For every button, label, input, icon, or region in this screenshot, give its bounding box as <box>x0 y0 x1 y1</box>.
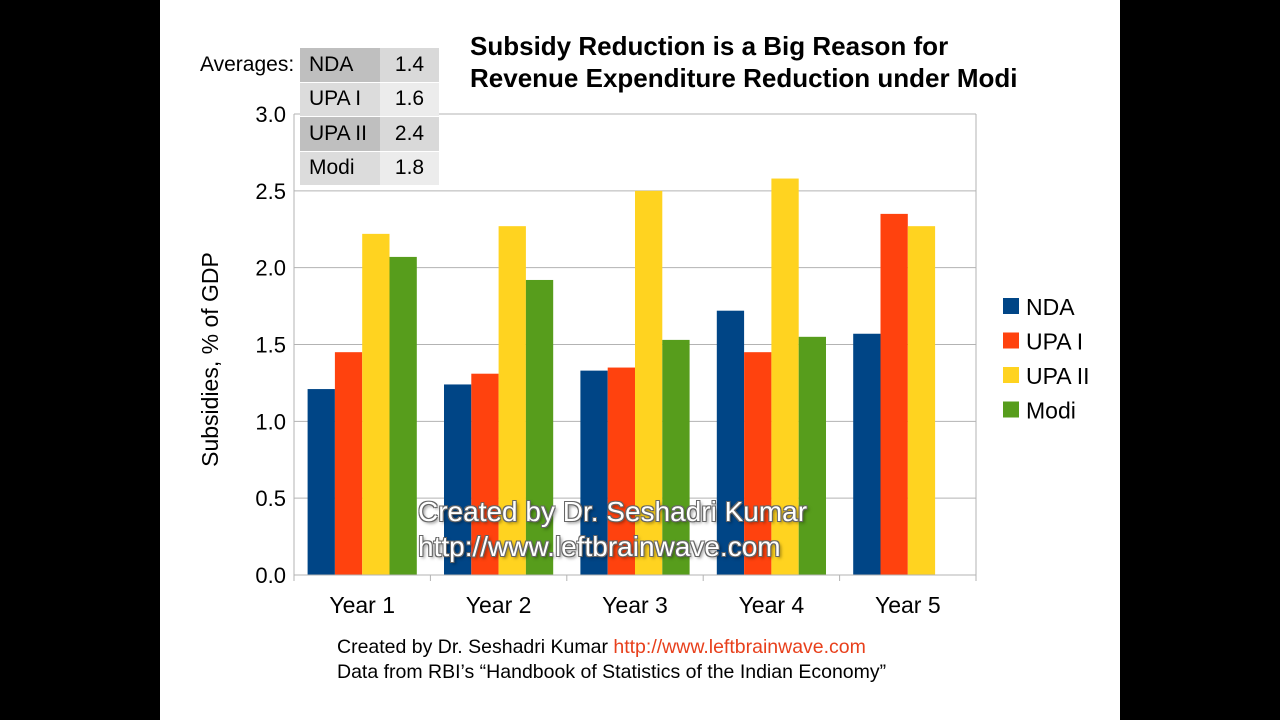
bar-modi <box>798 336 826 575</box>
watermark-line2: http://www.leftbrainwave.com <box>418 531 781 562</box>
x-tick-label: Year 5 <box>875 592 941 618</box>
bar-nda <box>580 370 608 575</box>
legend-label: NDA <box>1026 294 1075 320</box>
bar-modi <box>525 279 554 575</box>
y-tick-label: 1.0 <box>255 409 286 434</box>
y-tick-label: 2.5 <box>255 179 286 204</box>
bar-upa-ii <box>907 226 936 575</box>
averages-row: UPA I 1.6 <box>300 82 439 117</box>
bar-nda <box>444 384 472 575</box>
footer-credit-text: Created by Dr. Seshadri Kumar <box>337 636 614 658</box>
y-tick-label: 0.5 <box>255 486 286 511</box>
footer: Created by Dr. Seshadri Kumar http://www… <box>337 635 886 685</box>
averages-value: 1.4 <box>380 48 439 83</box>
footer-credit: Created by Dr. Seshadri Kumar http://www… <box>337 635 886 660</box>
legend-label: UPA II <box>1026 363 1090 389</box>
averages-name: UPA II <box>300 116 380 152</box>
y-axis-label: Subsidies, % of GDP <box>197 252 223 467</box>
bar-nda <box>307 389 335 575</box>
bar-modi <box>389 256 417 575</box>
averages-name: NDA <box>300 48 380 83</box>
bar-upa-ii <box>498 226 526 575</box>
chart-title-line1: Subsidy Reduction is a Big Reason for <box>470 31 949 61</box>
slide: 0.0 0.5 1.0 1.5 2.0 2.5 3.0 Year 1 Year 2 Year 3 Y… <box>160 0 1120 720</box>
footer-url-link[interactable]: http://www.leftbrainwave.com <box>613 636 866 658</box>
legend-swatch-nda <box>1003 298 1019 314</box>
x-tick-label: Year 3 <box>602 592 668 618</box>
x-tick-label: Year 4 <box>739 592 805 618</box>
bar-upa-ii <box>635 190 663 576</box>
bar-upa-ii <box>362 233 390 576</box>
bar-nda <box>716 310 745 575</box>
x-tick-label: Year 1 <box>329 592 395 618</box>
x-tick-label: Year 2 <box>466 592 532 618</box>
bar-upa-ii <box>771 178 799 576</box>
legend-label: UPA I <box>1026 329 1083 355</box>
averages-name: Modi <box>300 151 380 186</box>
chart-title: Subsidy Reduction is a Big Reason for Re… <box>470 30 1110 94</box>
bar-chart: 0.0 0.5 1.0 1.5 2.0 2.5 3.0 Year 1 Year 2 Year 3 Y… <box>197 102 1090 618</box>
averages-label: Averages: <box>200 53 295 76</box>
footer-source: Data from RBI’s “Handbook of Statistics … <box>337 661 887 683</box>
legend-swatch-upa-i <box>1003 332 1019 349</box>
y-tick-label: 3.0 <box>255 102 286 127</box>
watermark-line1: Created by Dr. Seshadri Kumar <box>418 496 808 527</box>
averages-table: NDA 1.4 UPA I 1.6 UPA II 2.4 Modi 1.8 <box>300 48 439 186</box>
averages-name: UPA I <box>300 82 380 117</box>
bar-upa-i <box>744 352 772 575</box>
y-tick-label: 2.0 <box>255 256 286 281</box>
y-tick-label: 0.0 <box>255 563 286 588</box>
bar-upa-i <box>607 367 635 575</box>
averages-row: Modi 1.8 <box>300 151 439 186</box>
legend-swatch-modi <box>1003 401 1019 418</box>
averages-value: 1.6 <box>380 82 439 117</box>
averages-row: UPA II 2.4 <box>300 116 439 152</box>
legend-label: Modi <box>1026 398 1076 424</box>
bar-upa-i <box>471 373 499 575</box>
bar-modi <box>662 339 690 575</box>
averages-value: 2.4 <box>380 116 439 152</box>
averages-value: 1.8 <box>380 151 439 186</box>
bar-upa-i <box>880 213 908 575</box>
watermark: Created by Dr. Seshadri Kumar http://www… <box>418 494 807 564</box>
y-tick-label: 1.5 <box>255 333 286 358</box>
chart-title-line2: Revenue Expenditure Reduction under Modi <box>470 63 1018 93</box>
averages-row: NDA 1.4 <box>300 48 439 83</box>
bar-upa-i <box>334 352 363 575</box>
legend-swatch-upa-ii <box>1003 367 1019 383</box>
bar-nda <box>853 333 881 575</box>
